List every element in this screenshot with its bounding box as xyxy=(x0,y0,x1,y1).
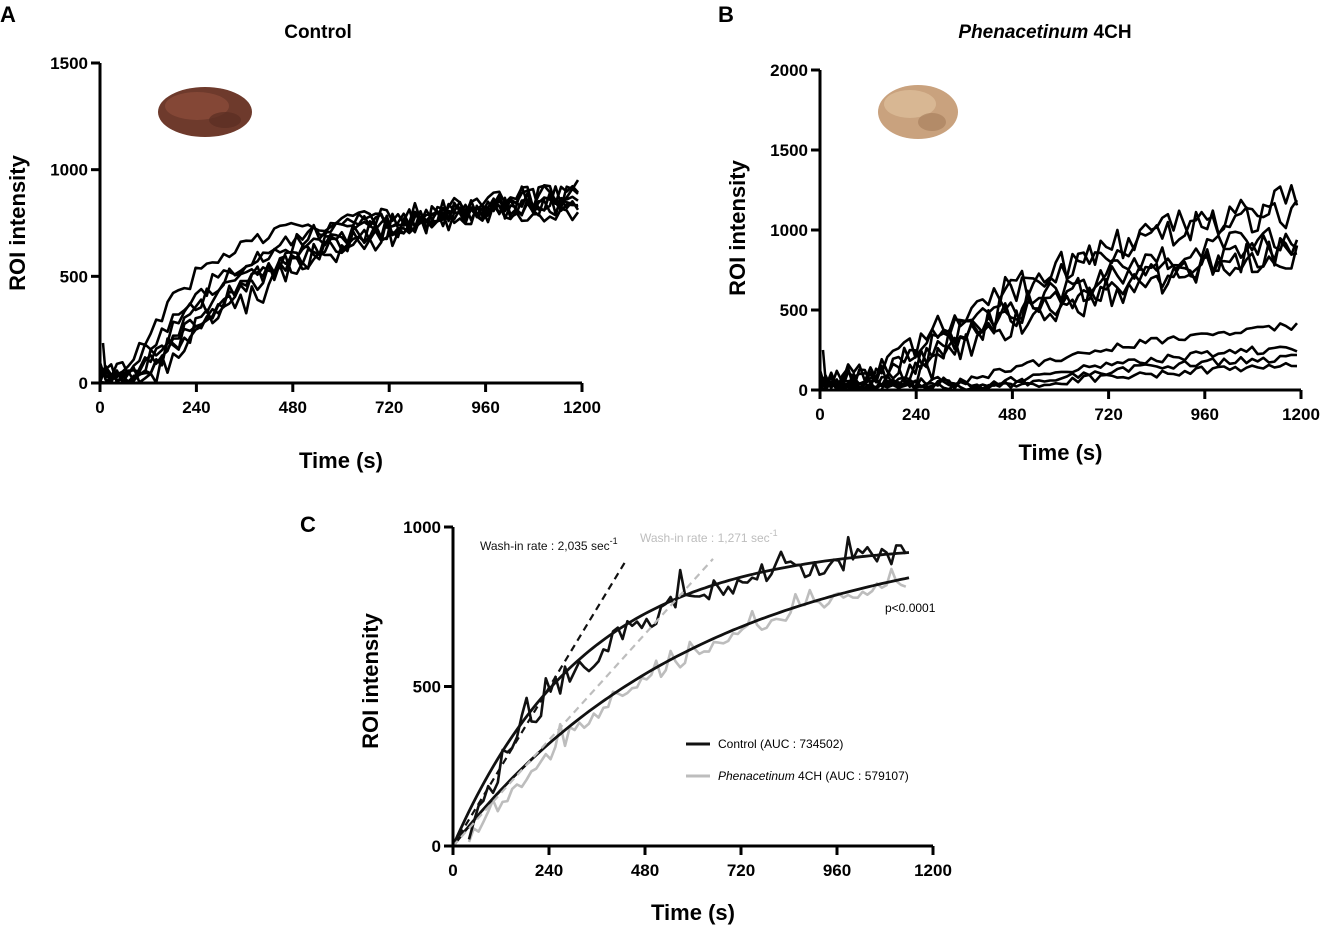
series-line-curve-4 xyxy=(818,233,1299,392)
y-tick-label: 0 xyxy=(79,374,88,393)
panel-letter-c: C xyxy=(300,512,316,537)
x-tick-label: 0 xyxy=(95,398,104,417)
chart-title: Control xyxy=(284,22,352,43)
series-group xyxy=(467,535,907,843)
x-tick-label: 720 xyxy=(375,398,403,417)
chart-title-part: 4CH xyxy=(1088,22,1131,43)
y-tick-label: 1000 xyxy=(403,518,441,537)
x-tick-label: 1200 xyxy=(563,398,601,417)
x-tick-label: 0 xyxy=(815,405,824,424)
wash-in-label: Wash-in rate : 1,271 sec-1 xyxy=(640,528,778,545)
panel-letter-a: A xyxy=(0,2,16,27)
x-tick-label: 480 xyxy=(631,861,659,880)
x-tick-label: 240 xyxy=(902,405,930,424)
x-tick-label: 960 xyxy=(823,861,851,880)
series-line-curve-6 xyxy=(98,195,579,384)
chart-control: Control 0 240 480 720 960 1200 0 500 1000 1500 Ti… xyxy=(5,22,601,473)
series-line-curve-6 xyxy=(818,245,1299,391)
chart-title: Phenacetinum 4CH xyxy=(958,22,1131,43)
series-group xyxy=(98,179,580,384)
wash-in-label-superscript: -1 xyxy=(770,528,778,538)
wash-in-label-text: Wash-in rate : 2,035 sec xyxy=(480,539,610,553)
series-line-curve-7 xyxy=(98,179,580,384)
y-tick-label: 500 xyxy=(780,301,808,320)
legend-label-prefix: Phenacetinum xyxy=(718,769,795,783)
y-tick-label: 1000 xyxy=(50,161,88,180)
legend-label-prefix: Control xyxy=(718,737,757,751)
series-line-curve-10 xyxy=(819,361,1298,391)
series-line-curve-1 xyxy=(818,184,1299,388)
y-tick-label: 2000 xyxy=(770,61,808,80)
series-group xyxy=(818,184,1299,392)
legend-label-suffix: 4CH (AUC : 579107) xyxy=(795,769,909,783)
series-line-control xyxy=(467,535,907,840)
series-line-curve-8 xyxy=(99,196,580,379)
wash-in-line-phenacetinum xyxy=(452,558,714,847)
series-line-curve-3 xyxy=(819,226,1298,391)
initial-spike xyxy=(101,342,108,379)
x-tick-label: 240 xyxy=(182,398,210,417)
y-tick-label: 0 xyxy=(432,837,441,856)
y-tick-label: 1500 xyxy=(50,54,88,73)
y-tick-label: 1000 xyxy=(770,221,808,240)
wash-in-label: Wash-in rate : 2,035 sec-1 xyxy=(480,536,618,553)
x-axis-title: Time (s) xyxy=(651,900,735,925)
series-line-curve-2 xyxy=(819,199,1299,392)
panel-letter-b: B xyxy=(718,2,734,27)
p-value-annotation: p<0.0001 xyxy=(885,601,936,615)
axes: 0 240 480 720 960 1200 0 500 1000 xyxy=(403,518,952,880)
legend-label: Phenacetinum 4CH (AUC : 579107) xyxy=(718,769,909,783)
wash-in-line-control xyxy=(452,561,626,847)
x-tick-label: 1200 xyxy=(1282,405,1320,424)
wash-in-lines: Wash-in rate : 2,035 sec-1 Wash-in rate :… xyxy=(452,528,778,847)
y-axis-title: ROI intensity xyxy=(5,154,30,290)
wash-in-label-superscript: -1 xyxy=(610,536,618,546)
axes: 0 240 480 720 960 1200 0 500 1000 1500 xyxy=(50,54,601,417)
y-tick-label: 1500 xyxy=(770,141,808,160)
x-tick-label: 720 xyxy=(727,861,755,880)
fit-curve-phenacetinum xyxy=(451,576,910,847)
x-tick-label: 720 xyxy=(1094,405,1122,424)
y-axis-title: ROI intensity xyxy=(725,159,750,295)
y-axis-title: ROI intensity xyxy=(358,612,383,748)
heart-photo-phenacetinum xyxy=(878,85,958,139)
x-axis-title: Time (s) xyxy=(299,448,383,473)
axes: 0 240 480 720 960 1200 0 500 1000 1500 2000 xyxy=(770,61,1320,424)
y-tick-label: 0 xyxy=(799,381,808,400)
series-line-curve-3 xyxy=(99,204,580,377)
y-tick-label: 500 xyxy=(413,678,441,697)
chart-comparison: Wash-in rate : 2,035 sec-1 Wash-in rate :… xyxy=(358,518,952,925)
heart-photo-control xyxy=(158,87,252,137)
x-tick-label: 960 xyxy=(471,398,499,417)
x-tick-label: 480 xyxy=(998,405,1026,424)
y-tick-label: 500 xyxy=(60,267,88,286)
initial-spike xyxy=(821,349,828,386)
chart-title-part: Phenacetinum xyxy=(958,22,1088,43)
legend-label-suffix: (AUC : 734502) xyxy=(757,737,844,751)
series-line-curve-7 xyxy=(819,322,1298,391)
x-axis-title: Time (s) xyxy=(1019,440,1103,465)
x-tick-label: 1200 xyxy=(914,861,952,880)
fit-curve-control xyxy=(451,551,910,847)
legend: Control (AUC : 734502) Phenacetinum 4CH (… xyxy=(686,737,909,783)
x-tick-label: 240 xyxy=(535,861,563,880)
x-tick-label: 0 xyxy=(448,861,457,880)
x-tick-label: 480 xyxy=(279,398,307,417)
chart-title-part: Control xyxy=(284,22,352,43)
wash-in-label-text: Wash-in rate : 1,271 sec xyxy=(640,531,770,545)
x-tick-label: 960 xyxy=(1191,405,1219,424)
chart-phenacetinum: Phenacetinum 4CH 0 240 480 720 960 1200 0 500 10… xyxy=(725,22,1320,465)
legend-label: Control (AUC : 734502) xyxy=(718,737,843,751)
